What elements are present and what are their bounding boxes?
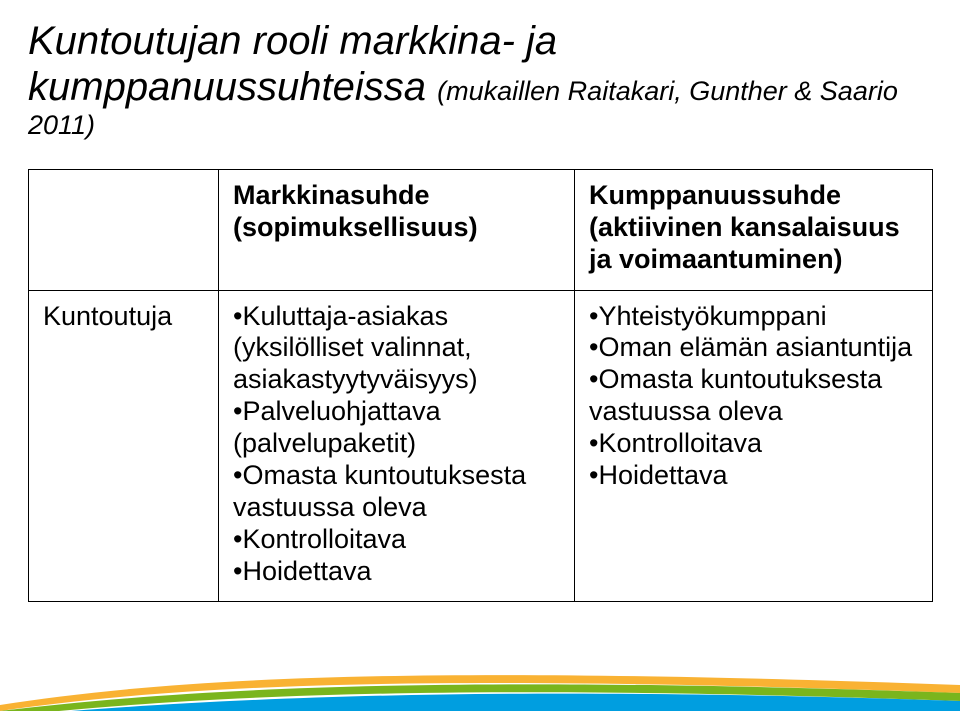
list-item: •Kontrolloitava [233, 524, 560, 556]
title-line-2: kumppanuussuhteissa (mukaillen Raitakari… [28, 64, 932, 110]
slide-title: Kuntoutujan rooli markkina- ja kumppanuu… [28, 18, 932, 141]
list-item: •Omasta kuntoutuksesta vastuussa oleva [233, 460, 560, 524]
cell-kumppanuussuhde: •Yhteistyökumppani•Oman elämän asiantunt… [575, 290, 933, 602]
header-markkinasuhde: Markkinasuhde (sopimuksellisuus) [219, 170, 575, 291]
list-item: •Hoidettava [589, 460, 918, 492]
list-item: •Yhteistyökumppani [589, 301, 918, 333]
title-line-2b: (mukaillen Raitakari, Gunther & Saario [437, 76, 898, 106]
list-item: •Oman elämän asiantuntija [589, 332, 918, 364]
list-item: •Kuluttaja-asiakas (yksilölliset valinna… [233, 301, 560, 397]
list-item: •Kontrolloitava [589, 428, 918, 460]
list-item: •Palveluohjattava (palvelupaketit) [233, 396, 560, 460]
header-kumppanuussuhde: Kumppanuussuhde (aktiivinen kansalaisuus… [575, 170, 933, 291]
title-line-1: Kuntoutujan rooli markkina- ja [28, 18, 932, 64]
table-row: Kuntoutuja •Kuluttaja-asiakas (yksilölli… [29, 290, 933, 602]
footer-swoosh-icon [0, 657, 960, 711]
cell-markkinasuhde: •Kuluttaja-asiakas (yksilölliset valinna… [219, 290, 575, 602]
header-blank [29, 170, 219, 291]
list-item: •Omasta kuntoutuksesta vastuussa oleva [589, 364, 918, 428]
slide: Kuntoutujan rooli markkina- ja kumppanuu… [0, 0, 960, 711]
row-label-kuntoutuja: Kuntoutuja [29, 290, 219, 602]
list-item: •Hoidettava [233, 556, 560, 588]
table-header-row: Markkinasuhde (sopimuksellisuus) Kumppan… [29, 170, 933, 291]
comparison-table: Markkinasuhde (sopimuksellisuus) Kumppan… [28, 169, 933, 602]
title-line-3: 2011) [28, 110, 932, 141]
title-line-2a: kumppanuussuhteissa [28, 65, 437, 109]
